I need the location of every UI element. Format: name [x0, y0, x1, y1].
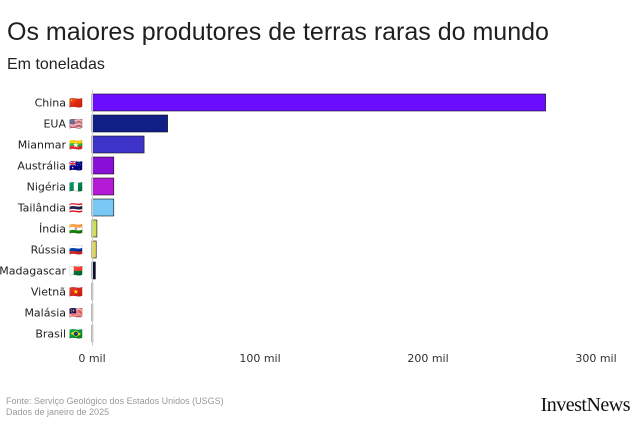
category-label: Rússia — [31, 244, 66, 257]
bar-austrália — [91, 156, 115, 175]
bar-mianmar — [91, 135, 145, 154]
source-note: Fonte: Serviço Geológico dos Estados Uni… — [6, 396, 224, 418]
flag-icon: 🇲🇬 — [69, 265, 83, 278]
category-label: Madagascar — [0, 265, 66, 278]
x-tick-label: 300 mil — [575, 352, 616, 365]
category-label: Brasil — [35, 328, 66, 341]
category-label: Malásia — [24, 307, 66, 320]
category-label: EUA — [43, 118, 66, 131]
bar-eua — [91, 114, 168, 133]
category-label: Índia — [39, 223, 66, 236]
flag-icon: 🇲🇾 — [69, 307, 83, 320]
flag-icon: 🇷🇺 — [69, 244, 83, 257]
bar-nigéria — [91, 177, 115, 196]
flag-icon: 🇹🇭 — [69, 202, 83, 215]
source-line: Fonte: Serviço Geológico dos Estados Uni… — [6, 396, 224, 406]
category-label: Tailândia — [17, 202, 66, 215]
category-label: Mianmar — [18, 139, 67, 152]
flag-icon: 🇮🇳 — [69, 223, 83, 236]
flag-icon: 🇦🇺 — [69, 160, 83, 173]
bar-chart: China 🇨🇳EUA 🇺🇸Mianmar 🇲🇲Austrália 🇦🇺Nigéria 🇳… — [0, 90, 617, 365]
flag-icon: 🇳🇬 — [69, 181, 83, 194]
flag-icon: 🇧🇷 — [69, 328, 83, 341]
bar-tailândia — [91, 198, 115, 217]
x-tick-label: 0 mil — [78, 352, 105, 365]
flag-icon: 🇺🇸 — [69, 118, 83, 131]
flag-icon: 🇨🇳 — [69, 97, 83, 110]
brand-logo: InvestNews — [540, 394, 631, 416]
bar-china — [91, 93, 546, 112]
flag-icon: 🇲🇲 — [69, 139, 83, 152]
category-label: Vietnã — [31, 286, 66, 299]
date-line: Dados de janeiro de 2025 — [6, 407, 110, 417]
chart-subtitle: Em toneladas — [7, 56, 105, 73]
x-tick-label: 200 mil — [407, 352, 448, 365]
x-tick-label: 100 mil — [239, 352, 280, 365]
chart-title: Os maiores produtores de terras raras do… — [7, 18, 549, 46]
flag-icon: 🇻🇳 — [69, 286, 83, 299]
category-label: China — [35, 97, 66, 110]
category-label: Nigéria — [27, 181, 66, 194]
category-label: Austrália — [17, 160, 66, 173]
